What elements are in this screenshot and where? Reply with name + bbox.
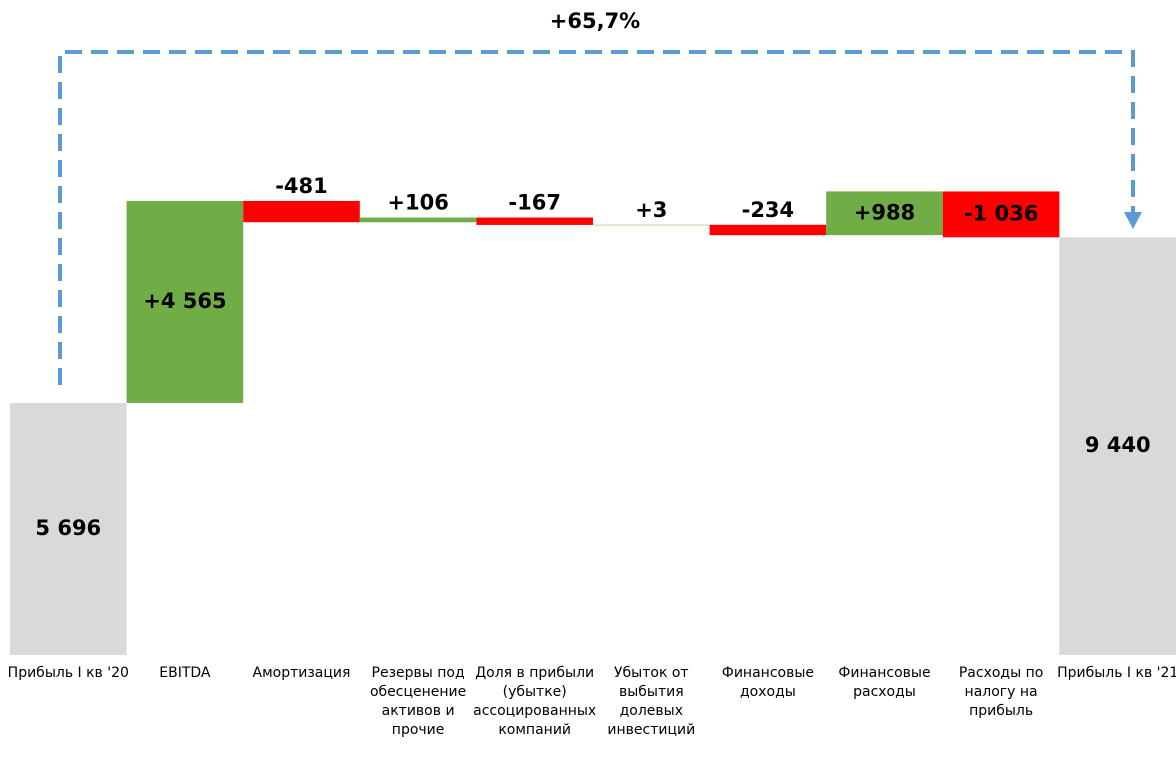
bar <box>942 191 1060 238</box>
bar <box>476 217 593 225</box>
bar <box>593 224 710 226</box>
value-label: -1 036 <box>964 201 1038 225</box>
value-label: +4 565 <box>143 289 226 313</box>
arrowhead <box>1124 212 1142 229</box>
bar <box>126 200 244 403</box>
x-tick-label: Финансовые расходы <box>838 665 931 700</box>
value-label: 9 440 <box>1085 433 1151 457</box>
x-tick-label: Прибыль I кв '20 <box>7 665 129 681</box>
value-label: 5 696 <box>35 516 101 540</box>
value-label: -481 <box>275 174 328 198</box>
value-label: +988 <box>854 200 915 224</box>
value-label: +3 <box>635 198 667 222</box>
bar <box>1059 237 1176 655</box>
x-tick-label: EBITDA <box>159 665 211 681</box>
connector <box>58 50 1135 385</box>
value-label: +106 <box>387 191 448 215</box>
x-tick-label: Убыток от выбытия долевых инвестиций <box>607 665 696 738</box>
x-tick-label: Доля в прибыли (убытке) ассоцированных к… <box>473 665 597 738</box>
x-tick-label: Резервы под обесценение активов и прочие <box>369 665 467 738</box>
bar <box>709 224 827 236</box>
x-tick-label: Финансовые доходы <box>721 665 814 700</box>
value-label: -167 <box>508 191 561 215</box>
x-tick-label: Амортизация <box>252 665 351 681</box>
x-tick-label: Прибыль I кв '21 <box>1057 665 1176 681</box>
bar <box>826 191 943 236</box>
x-tick-label: Расходы по налогу на прибыль <box>958 665 1044 719</box>
bar <box>10 402 127 655</box>
annotation: +65,7% <box>550 9 640 33</box>
bar <box>243 200 360 223</box>
value-label: -234 <box>742 198 795 222</box>
bar <box>359 217 477 223</box>
